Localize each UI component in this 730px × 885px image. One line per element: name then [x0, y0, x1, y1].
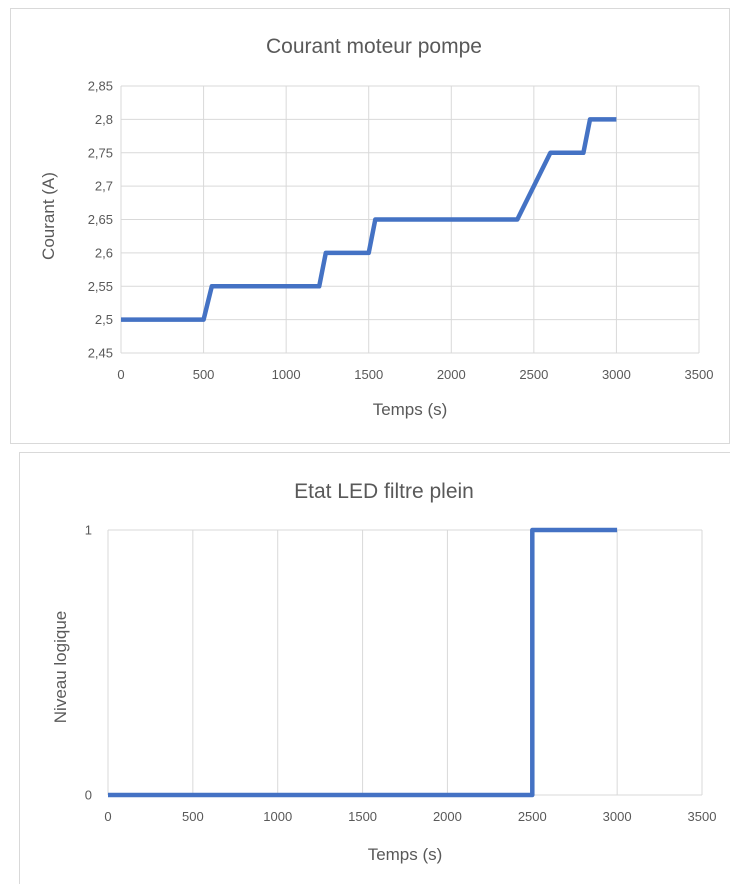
x-axis-label: Temps (s)	[373, 400, 448, 419]
y-tick-label: 1	[85, 523, 92, 538]
chart-led-grid	[107, 529, 703, 796]
x-tick-label: 500	[182, 809, 204, 824]
chart-led-series	[108, 527, 618, 798]
x-tick-label: 2000	[437, 367, 466, 382]
chart-title: Courant moteur pompe	[266, 35, 482, 58]
x-tick-label: 0	[104, 809, 111, 824]
x-tick-label: 3500	[685, 367, 714, 382]
chart-led-tick-labels: 0 500 1000 1500 2000 2500 3000 3500 0 1	[85, 523, 717, 825]
y-tick-label: 2,75	[88, 145, 113, 160]
y-tick-label: 2,5	[95, 312, 113, 327]
chart-led-svg: 0 500 1000 1500 2000 2500 3000 3500 0 1 Etat LED …	[51, 480, 717, 864]
x-tick-label: 3000	[602, 367, 631, 382]
x-tick-label: 2500	[518, 809, 547, 824]
y-tick-label: 2,7	[95, 179, 113, 194]
x-tick-label: 1500	[354, 367, 383, 382]
x-tick-label: 0	[117, 367, 124, 382]
chart-current: 0 500 1000 1500 2000 2500 3000 3500 2,45 2,5 2,55 2…	[10, 8, 730, 444]
y-tick-label: 2,45	[88, 346, 113, 361]
x-tick-label: 1000	[272, 367, 301, 382]
x-tick-label: 2000	[433, 809, 462, 824]
chart-current-tick-labels: 0 500 1000 1500 2000 2500 3000 3500 2,45 2,5 2,55 2…	[88, 79, 714, 383]
x-tick-label: 3000	[603, 809, 632, 824]
y-tick-label: 2,6	[95, 245, 113, 260]
y-tick-label: 0	[85, 788, 92, 803]
chart-current-series	[121, 117, 617, 322]
x-tick-label: 2500	[519, 367, 548, 382]
chart-current-svg: 0 500 1000 1500 2000 2500 3000 3500 2,45 2,5 2,55 2…	[39, 35, 714, 419]
y-tick-label: 2,55	[88, 279, 113, 294]
x-axis-label: Temps (s)	[368, 845, 443, 864]
chart-title: Etat LED filtre plein	[294, 480, 474, 503]
x-tick-label: 1000	[263, 809, 292, 824]
y-axis-label: Niveau logique	[51, 611, 70, 723]
series-line	[108, 527, 618, 798]
x-tick-label: 1500	[348, 809, 377, 824]
y-tick-label: 2,8	[95, 112, 113, 127]
y-tick-label: 2,65	[88, 212, 113, 227]
x-tick-label: 500	[193, 367, 215, 382]
y-axis-label: Courant (A)	[39, 172, 58, 260]
y-tick-label: 2,85	[88, 79, 113, 94]
chart-led: 0 500 1000 1500 2000 2500 3000 3500 0 1 Etat LED …	[19, 452, 730, 884]
series-line	[121, 117, 617, 322]
x-tick-label: 3500	[688, 809, 717, 824]
